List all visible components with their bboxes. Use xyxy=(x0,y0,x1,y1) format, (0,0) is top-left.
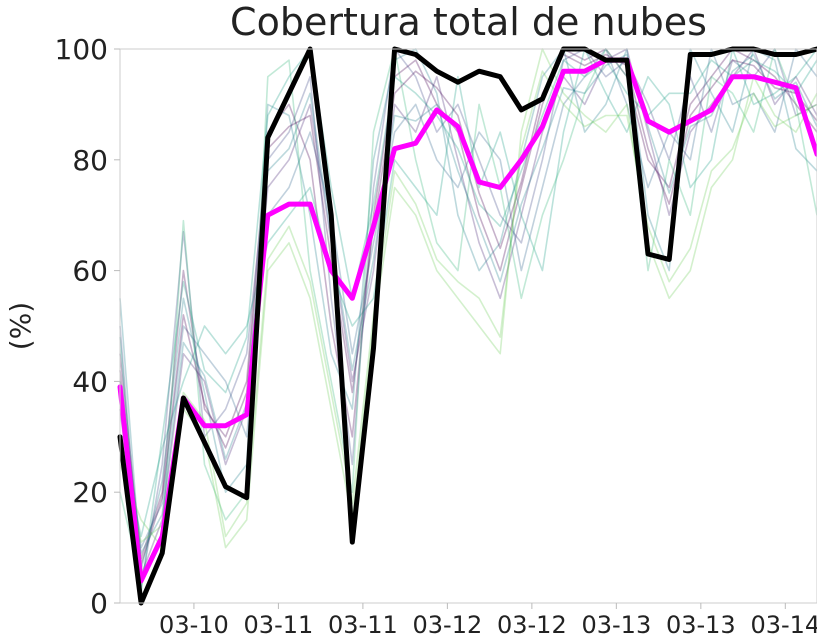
chart-title: Cobertura total de nubes xyxy=(230,0,707,44)
ensemble-member-line-4 xyxy=(119,48,817,549)
ensemble-member-line-12 xyxy=(119,70,817,543)
y-tick-label: 60 xyxy=(72,255,108,288)
deterministic-line xyxy=(117,46,817,606)
x-tick-label: 03-11 xyxy=(244,611,314,639)
ensemble-member-line-3 xyxy=(119,48,817,588)
y-tick-label: 0 xyxy=(90,587,108,620)
x-tick-label: 03-13 xyxy=(581,611,651,639)
ensemble-member-line-5 xyxy=(119,48,817,571)
main-series xyxy=(117,46,817,606)
y-tick-label: 100 xyxy=(55,33,108,66)
ensemble-member-line-6 xyxy=(119,48,817,538)
x-axis: 03-10 03-11 03-11 03-12 03-12 03-13 03-13 03-14 xyxy=(159,603,817,639)
y-axis-label: (%) xyxy=(4,302,37,350)
ensemble-members xyxy=(119,48,817,593)
y-tick-label: 20 xyxy=(72,476,108,509)
ensemble-member-line-9 xyxy=(119,48,817,593)
plot-frame xyxy=(119,48,817,604)
y-axis: 0 20 40 60 80 100 xyxy=(55,33,120,620)
y-tick-label: 40 xyxy=(72,365,108,398)
x-tick-label: 03-12 xyxy=(413,611,483,639)
x-tick-label: 03-14 xyxy=(750,611,817,639)
x-tick-label: 03-13 xyxy=(666,611,736,639)
y-tick-label: 80 xyxy=(72,144,108,177)
ensemble-member-line-1 xyxy=(119,48,817,560)
ensemble-mean-line xyxy=(117,57,817,584)
x-tick-label: 03-10 xyxy=(159,611,229,639)
ensemble-member-line-8 xyxy=(119,48,817,549)
ensemble-member-line-11 xyxy=(119,53,817,554)
x-tick-label: 03-11 xyxy=(328,611,398,639)
ensemble-member-line-7 xyxy=(119,48,817,582)
x-tick-label: 03-12 xyxy=(497,611,567,639)
